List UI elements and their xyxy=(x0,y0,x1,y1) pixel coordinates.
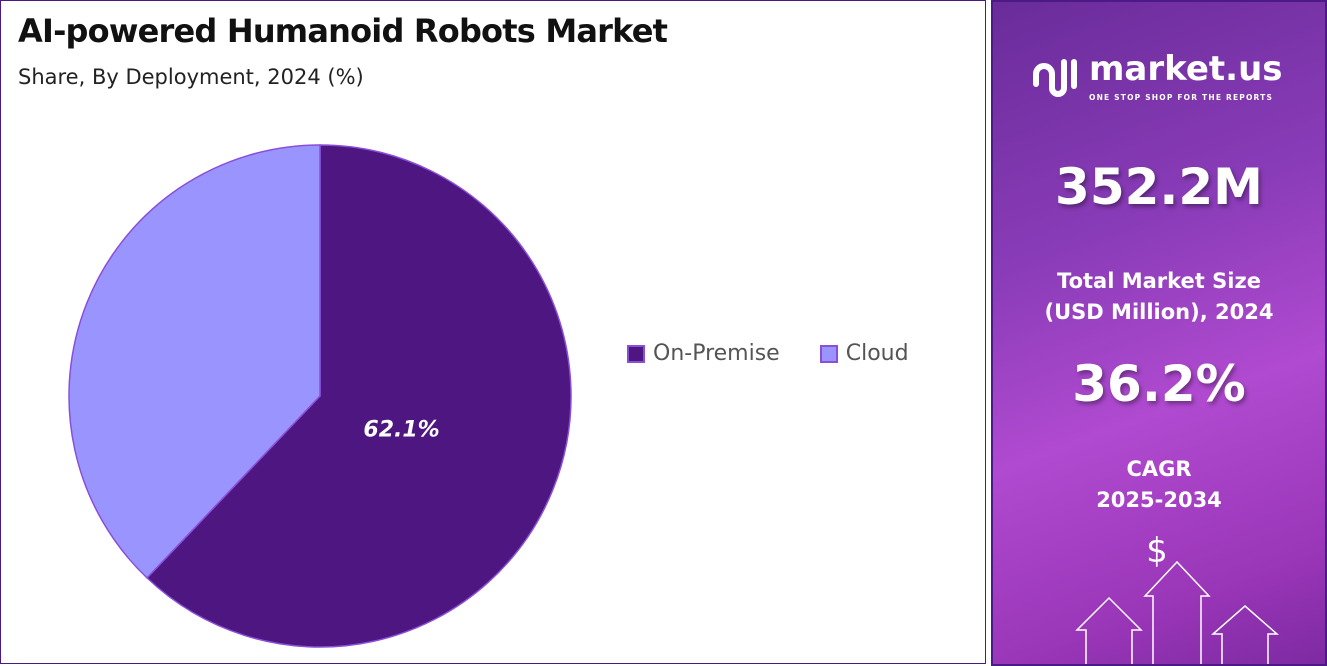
chart-subtitle: Share, By Deployment, 2024 (%) xyxy=(18,65,364,89)
growth-arrows-icon xyxy=(1075,560,1279,664)
cagr-label-2: 2025-2034 xyxy=(1096,488,1222,512)
legend-item-cloud[interactable]: Cloud xyxy=(819,339,909,369)
legend-swatch xyxy=(819,345,838,363)
pie-slice-cloud[interactable] xyxy=(68,144,321,579)
logo-icon xyxy=(1033,59,1077,97)
legend-label: On-Premise xyxy=(653,341,780,366)
legend: On-Premise Cloud xyxy=(627,339,909,369)
brand-logo: market.us ONE STOP SHOP FOR THE REPORTS xyxy=(1031,48,1283,104)
pie-chart: 62.1% xyxy=(68,144,572,648)
legend-item-on-premise[interactable]: On-Premise xyxy=(627,339,780,369)
dollar-icon: $ xyxy=(1146,531,1168,571)
legend-label: Cloud xyxy=(845,341,909,366)
chart-title: AI-powered Humanoid Robots Market xyxy=(18,12,668,50)
data-label: 62.1% xyxy=(363,418,439,443)
pie-slice-on-premise[interactable] xyxy=(145,144,572,648)
summary-panel: market.us ONE STOP SHOP FOR THE REPORTS … xyxy=(991,0,1327,666)
cagr-value: 36.2% xyxy=(1072,355,1246,413)
chart-panel: AI-powered Humanoid Robots Market Share,… xyxy=(0,0,986,664)
brand-tagline: ONE STOP SHOP FOR THE REPORTS xyxy=(1089,93,1274,102)
cagr-label-1: CAGR xyxy=(1126,457,1192,481)
brand-name: market.us xyxy=(1089,49,1283,89)
legend-swatch xyxy=(627,345,645,363)
market-size-value: 352.2M xyxy=(1055,158,1263,216)
market-size-label-1: Total Market Size xyxy=(1057,269,1261,293)
market-size-label-2: (USD Million), 2024 xyxy=(1044,300,1274,324)
